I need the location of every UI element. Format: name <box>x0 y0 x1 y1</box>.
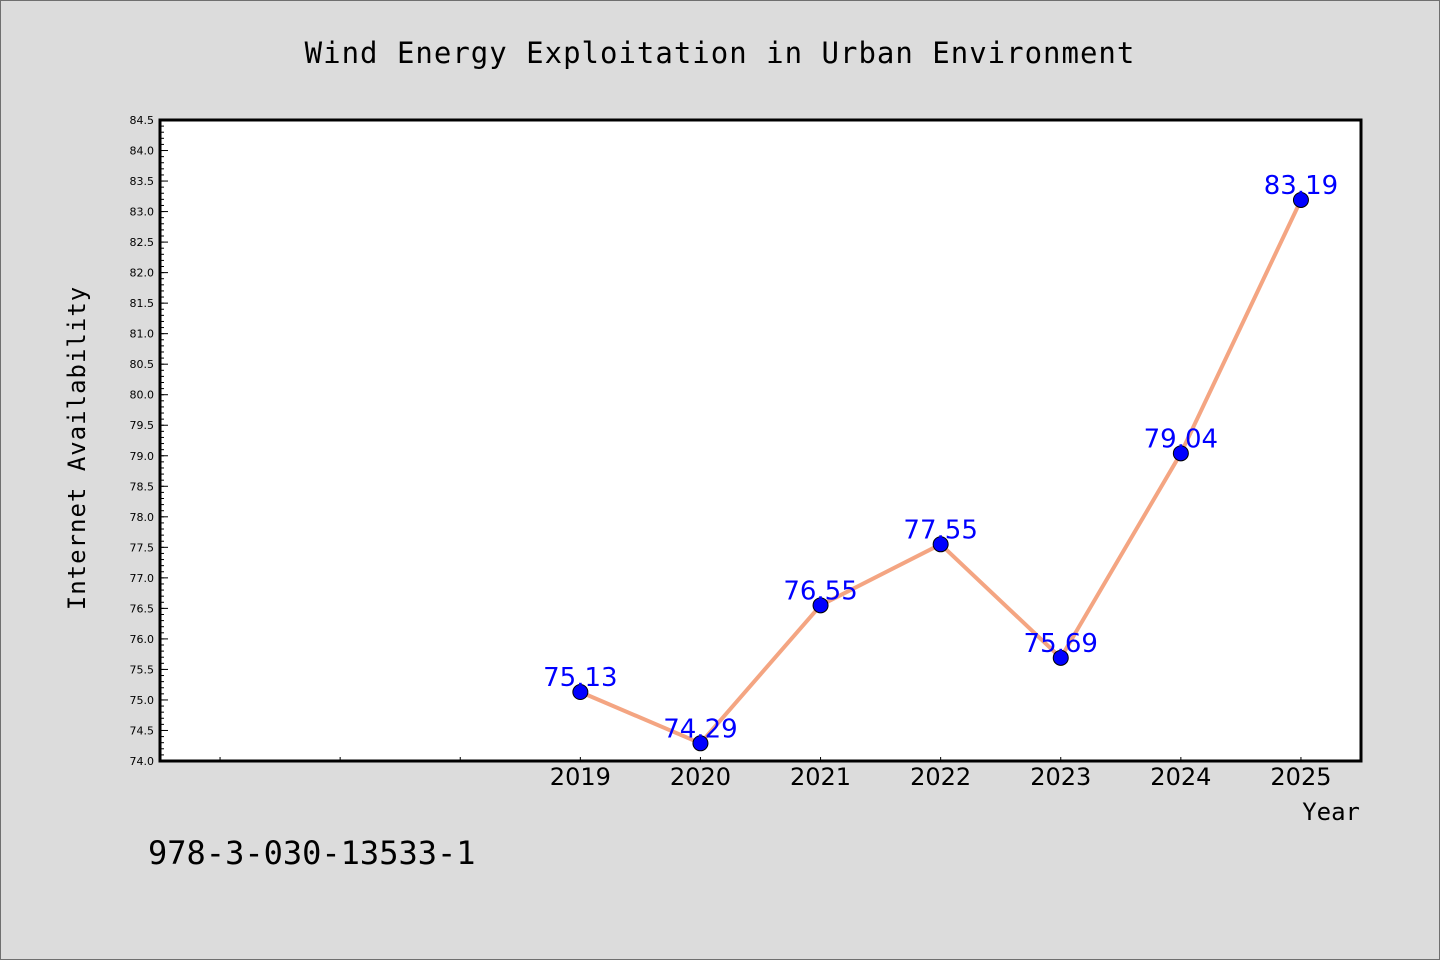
data-label-2019: 75.13 <box>543 663 617 693</box>
x-tick-label: 2024 <box>1150 763 1211 791</box>
y-tick-label: 74.5 <box>130 724 155 737</box>
x-axis-label: Year <box>1302 798 1360 826</box>
y-tick-label: 80.5 <box>130 358 155 371</box>
data-labels: 75.13 74.29 76.55 77.55 75.69 79.04 83.19 <box>543 171 1338 744</box>
data-point-2024 <box>1172 445 1189 462</box>
data-point-2023 <box>1052 649 1069 666</box>
y-tick-label: 84.5 <box>130 114 155 127</box>
y-tick-label: 83.0 <box>130 206 155 219</box>
data-label-2022: 77.55 <box>903 515 977 545</box>
y-tick-label: 81.0 <box>130 328 155 341</box>
x-axis: 2019 2020 2021 2022 2023 2024 2025 <box>219 757 1331 791</box>
y-tick-label: 78.5 <box>130 480 155 493</box>
data-point-2022 <box>932 536 949 553</box>
y-tick-label: 76.0 <box>130 633 155 646</box>
series-markers <box>572 191 1309 752</box>
x-tick-label: 2019 <box>550 763 611 791</box>
data-point-2021 <box>812 597 829 614</box>
plot-area <box>160 120 1361 761</box>
data-label-2023: 75.69 <box>1024 629 1098 659</box>
x-tick-label: 2020 <box>670 763 731 791</box>
y-axis-label: Internet Availability <box>63 286 91 610</box>
y-tick-label: 79.0 <box>130 450 155 463</box>
x-tick-label: 2022 <box>910 763 971 791</box>
y-tick-label: 79.5 <box>130 419 155 432</box>
y-tick-label: 75.0 <box>130 694 155 707</box>
y-tick-label: 81.5 <box>130 297 155 310</box>
y-axis: 74.0 74.5 75.0 75.5 76.0 76.5 77.0 77.5 78.0 78.5… <box>130 114 168 768</box>
y-tick-label: 75.5 <box>130 663 155 676</box>
y-tick-label: 82.5 <box>130 236 155 249</box>
x-tick-label: 2025 <box>1270 763 1331 791</box>
data-label-2021: 76.55 <box>783 576 857 606</box>
y-tick-label: 78.0 <box>130 511 155 524</box>
plot-border <box>158 118 1363 763</box>
data-point-2020 <box>692 735 709 752</box>
y-tick-label: 82.0 <box>130 267 155 280</box>
data-point-2025 <box>1292 191 1309 208</box>
y-tick-label: 74.0 <box>130 755 155 768</box>
x-tick-label: 2021 <box>790 763 851 791</box>
y-tick-label: 83.5 <box>130 175 155 188</box>
data-label-2025: 83.19 <box>1264 171 1338 201</box>
data-label-2024: 79.04 <box>1144 424 1218 454</box>
y-tick-label: 77.5 <box>130 541 155 554</box>
y-tick-label: 84.0 <box>130 145 155 158</box>
chart-title: Wind Energy Exploitation in Urban Enviro… <box>305 36 1136 70</box>
footer-isbn: 978-3-030-13533-1 <box>148 834 476 872</box>
y-tick-label: 80.0 <box>130 389 155 402</box>
data-point-2019 <box>572 684 589 701</box>
x-tick-label: 2023 <box>1030 763 1091 791</box>
y-tick-label: 77.0 <box>130 572 155 585</box>
data-label-2020: 74.29 <box>663 714 737 744</box>
y-tick-label: 76.5 <box>130 602 155 615</box>
